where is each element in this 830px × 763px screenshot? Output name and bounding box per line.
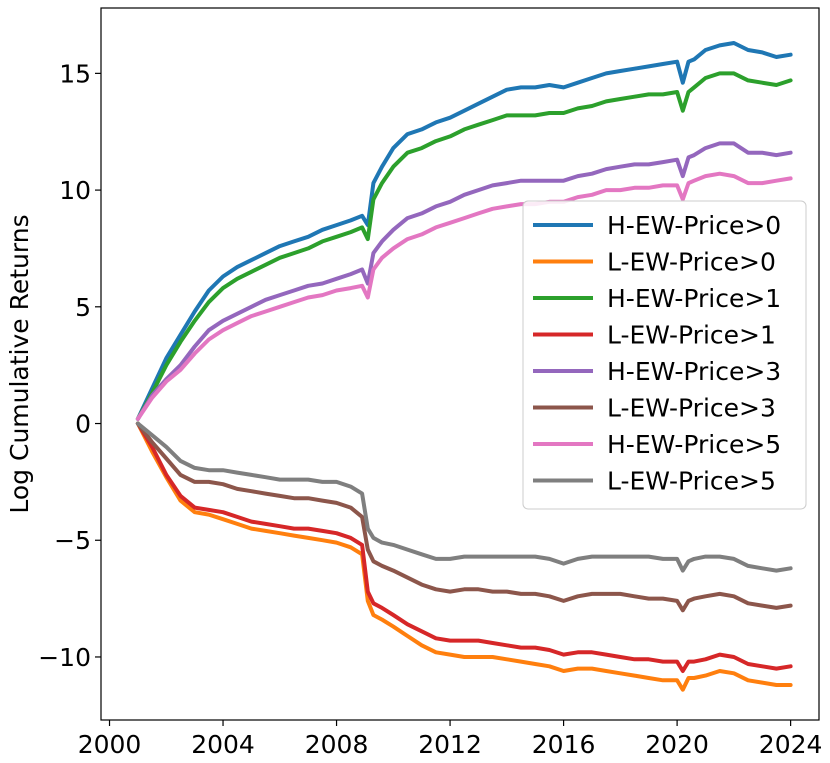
series-line-7 [135, 171, 793, 421]
legend-label: L-EW-Price>1 [607, 321, 776, 350]
y-tick-label: 0 [75, 410, 91, 439]
y-tick-label: 10 [59, 176, 91, 205]
legend-label: H-EW-Price>3 [607, 357, 781, 386]
y-tick-label: −10 [38, 643, 91, 672]
x-tick-label: 2004 [191, 730, 255, 759]
legend-label: H-EW-Price>5 [607, 430, 781, 459]
legend-label: H-EW-Price>1 [607, 284, 781, 313]
legend-label: L-EW-Price>5 [607, 467, 776, 496]
legend-label: L-EW-Price>0 [607, 248, 776, 277]
x-tick-label: 2012 [418, 730, 482, 759]
x-tick-label: 2008 [305, 730, 369, 759]
x-tick-label: 2020 [645, 730, 709, 759]
series-line-6 [135, 421, 793, 613]
y-tick-label: 15 [59, 59, 91, 88]
legend-box [522, 200, 807, 510]
series-line-5 [135, 141, 793, 421]
x-axis: 2000 2004 2008 2012 2016 2020 2024 [78, 720, 823, 759]
y-axis-title: Log Cumulative Returns [5, 214, 34, 513]
legend: H-EW-Price>0 L-EW-Price>0 H-EW-Price>1 L-EW… [522, 200, 807, 510]
y-axis: −10 −5 0 5 10 15 [38, 59, 101, 672]
plot-lines [135, 41, 793, 692]
x-tick-label: 2000 [78, 730, 142, 759]
legend-label: L-EW-Price>3 [607, 394, 776, 423]
y-tick-label: 5 [75, 293, 91, 322]
x-tick-label: 2024 [759, 730, 823, 759]
axes-frame [100, 7, 820, 721]
legend-label: H-EW-Price>0 [607, 211, 781, 240]
series-line-4 [135, 421, 793, 673]
series-line-3 [135, 71, 793, 421]
x-tick-label: 2016 [532, 730, 596, 759]
y-tick-label: −5 [54, 526, 91, 555]
series-line-8 [135, 421, 793, 573]
series-line-1 [135, 41, 793, 421]
series-line-2 [135, 421, 793, 692]
